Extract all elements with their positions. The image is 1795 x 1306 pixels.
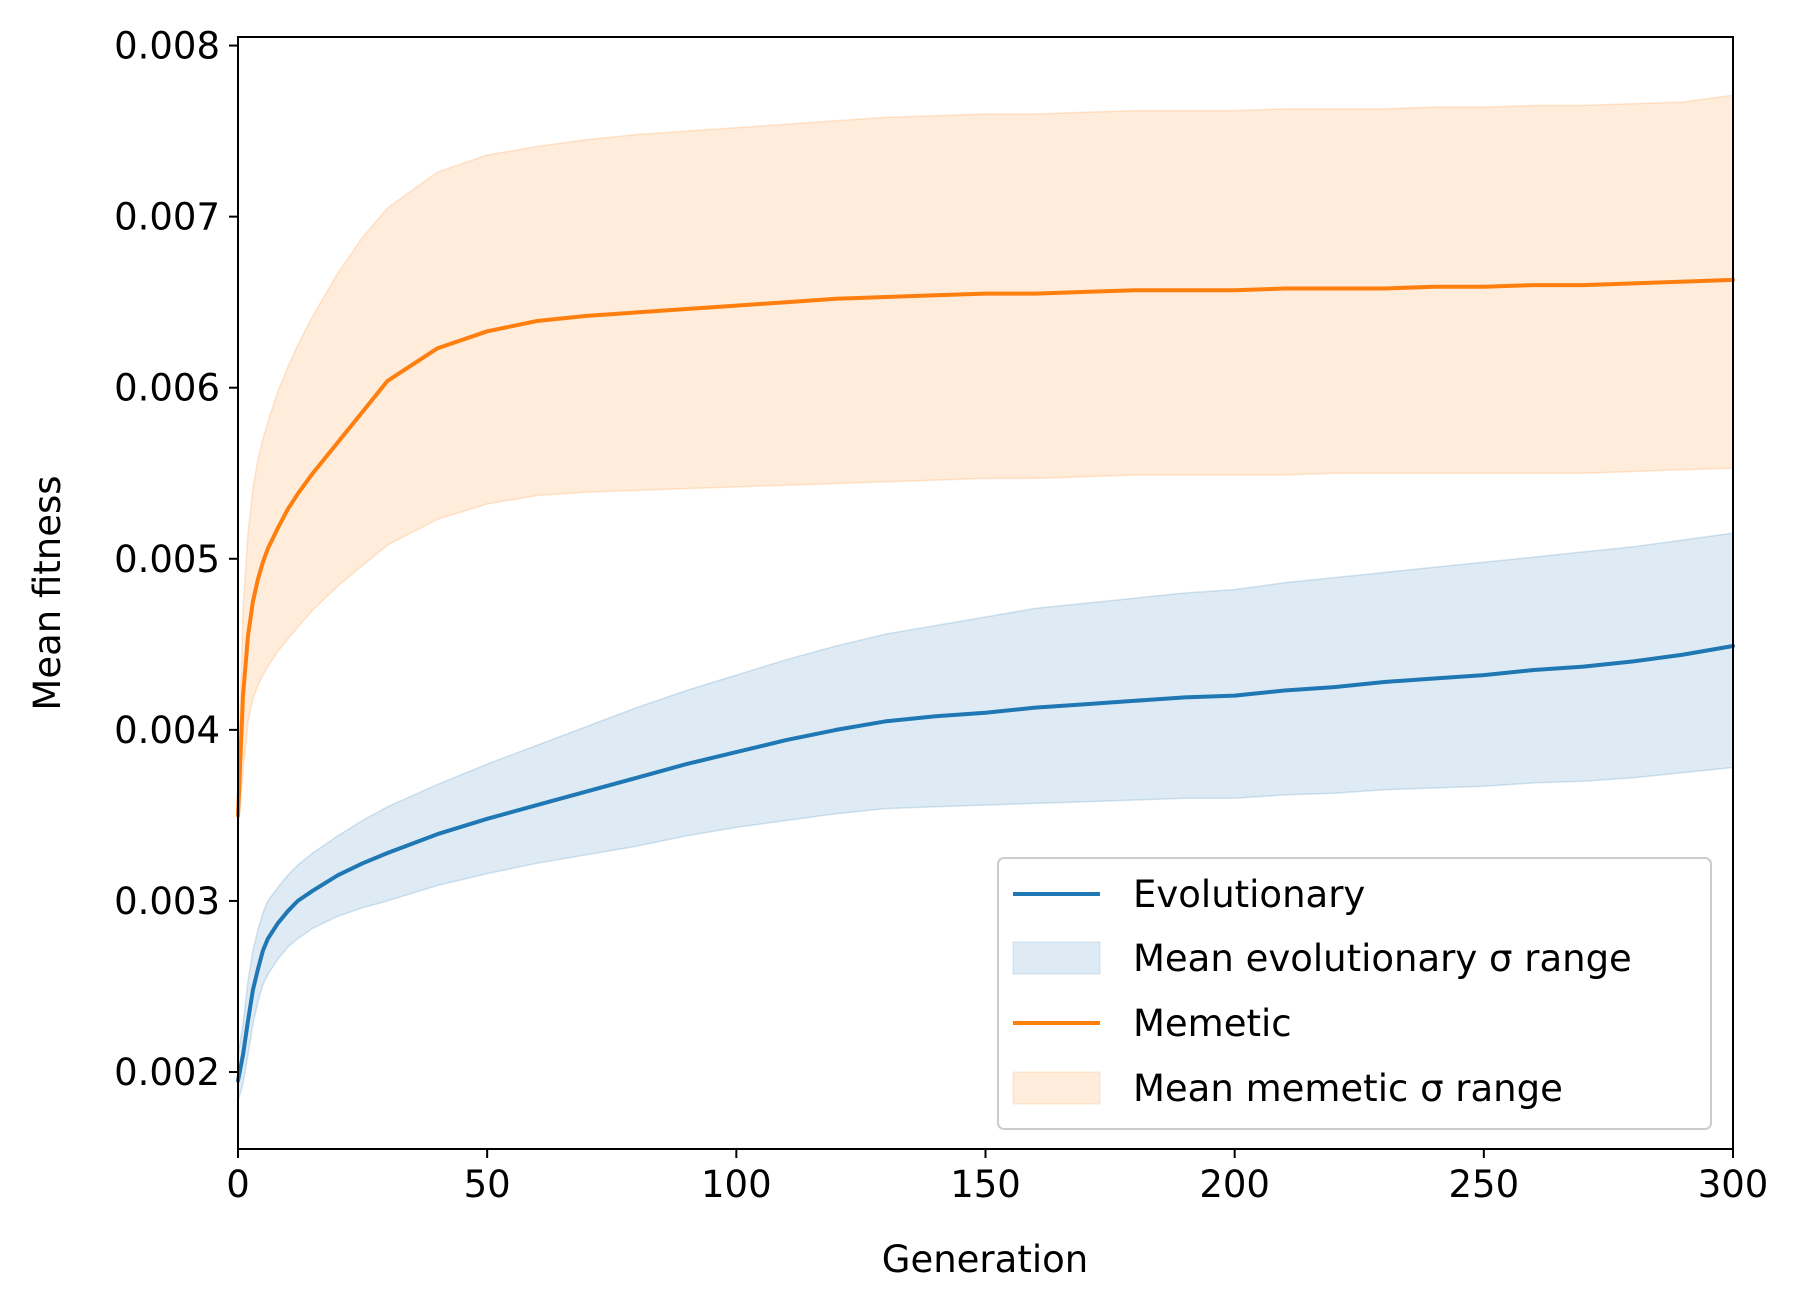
y-tick-label: 0.004 — [114, 709, 220, 752]
y-tick-label: 0.006 — [114, 367, 220, 410]
legend-box — [997, 857, 1712, 1130]
y-tick-label: 0.008 — [114, 25, 220, 68]
legend-label: Mean evolutionary σ range — [1133, 937, 1632, 980]
x-tick-label: 300 — [1698, 1163, 1769, 1206]
x-tick-label: 0 — [226, 1163, 250, 1206]
memetic-line — [236, 277, 1735, 818]
legend-label: Evolutionary — [1133, 873, 1365, 916]
x-tick-label: 150 — [950, 1163, 1021, 1206]
legend: Evolutionary Mean evolutionary σ range M… — [997, 857, 1712, 1130]
y-tick-label: 0.003 — [114, 880, 220, 923]
x-tick-label: 200 — [1199, 1163, 1270, 1206]
x-tick-label: 50 — [464, 1163, 511, 1206]
legend-swatch-memetic-band — [1012, 1071, 1101, 1105]
x-tick-label: 100 — [701, 1163, 772, 1206]
legend-swatch-evolutionary-band — [1012, 941, 1101, 975]
line-layer — [236, 277, 1735, 1083]
evolutionary-line — [236, 644, 1735, 1083]
y-tick-label: 0.007 — [114, 196, 220, 239]
legend-label: Mean memetic σ range — [1133, 1067, 1563, 1110]
x-axis-title: Generation — [882, 1238, 1088, 1281]
y-axis: 0.002 0.003 0.004 0.005 0.006 0.007 0.008 — [114, 25, 238, 1094]
y-axis-title: Mean fitness — [26, 475, 69, 710]
x-tick-label: 250 — [1449, 1163, 1520, 1206]
legend-label: Memetic — [1133, 1002, 1292, 1045]
y-tick-label: 0.002 — [114, 1051, 220, 1094]
y-tick-label: 0.005 — [114, 538, 220, 581]
x-axis: 0 50 100 150 200 250 300 — [226, 1149, 1768, 1206]
